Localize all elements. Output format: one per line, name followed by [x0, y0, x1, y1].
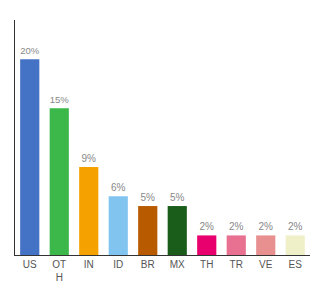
svg-text:OTH: OTH: [52, 259, 66, 283]
svg-text:MX: MX: [170, 259, 185, 270]
svg-text:2%: 2%: [258, 221, 273, 232]
svg-text:5%: 5%: [170, 192, 185, 203]
svg-text:5%: 5%: [140, 192, 155, 203]
svg-text:ES: ES: [289, 259, 303, 270]
svg-text:9%: 9%: [81, 153, 96, 164]
svg-text:6%: 6%: [111, 182, 126, 193]
svg-text:20%: 20%: [20, 45, 40, 56]
svg-text:US: US: [23, 259, 37, 270]
svg-text:2%: 2%: [229, 221, 244, 232]
svg-text:BR: BR: [141, 259, 155, 270]
svg-text:2%: 2%: [288, 221, 303, 232]
svg-text:TH: TH: [200, 259, 213, 270]
svg-text:15%: 15%: [50, 94, 70, 105]
svg-text:TR: TR: [230, 259, 243, 270]
svg-text:ID: ID: [113, 259, 123, 270]
svg-text:VE: VE: [259, 259, 273, 270]
svg-text:2%: 2%: [199, 221, 214, 232]
svg-text:IN: IN: [84, 259, 94, 270]
